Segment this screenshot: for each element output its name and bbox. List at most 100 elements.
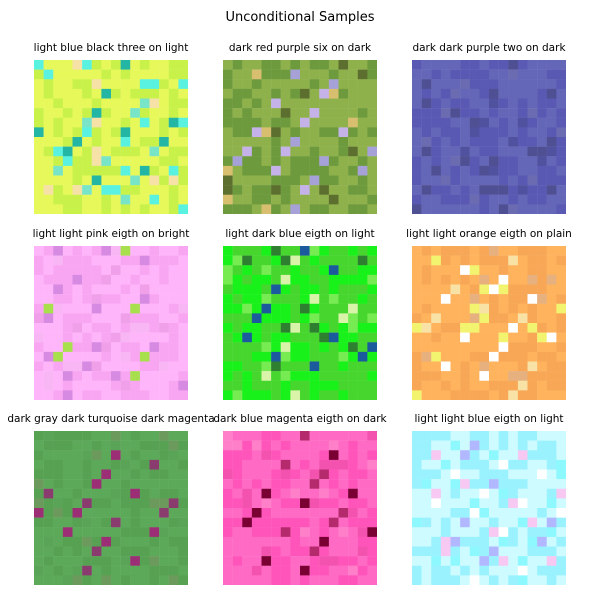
sample-pixel [101, 117, 112, 128]
sample-pixel [450, 284, 461, 295]
sample-pixel [338, 556, 349, 566]
sample-pixel [91, 517, 102, 528]
sample-pixel [357, 265, 368, 276]
sample-pixel [338, 60, 349, 70]
sample-pixel [178, 274, 188, 285]
sample-pixel [479, 60, 490, 70]
sample-pixel [367, 127, 377, 138]
sample-pixel [101, 69, 112, 80]
sample-pixel [82, 127, 92, 138]
sample-pixel [489, 517, 499, 528]
sample-pixel [508, 175, 519, 186]
sample-pixel [421, 274, 432, 285]
sample-pixel [508, 88, 519, 99]
sample-pixel [261, 313, 272, 324]
sample-pixel [242, 194, 253, 205]
sample-pixel [537, 479, 547, 489]
sample-pixel [271, 117, 281, 128]
sample-pixel [101, 127, 112, 138]
sample-pixel [251, 274, 262, 285]
sample-pixel [280, 565, 291, 576]
sample-pixel [242, 390, 253, 400]
sample-pixel [120, 323, 131, 333]
sample-pixel [328, 371, 339, 381]
sample-pixel [338, 498, 349, 509]
sample-pixel [62, 361, 73, 372]
sample-pixel [412, 79, 422, 90]
sample-pixel [319, 204, 330, 214]
sample-pixel [440, 303, 451, 314]
sample-pixel [556, 323, 566, 333]
sample-pixel [556, 246, 566, 256]
sample-pixel [431, 156, 442, 167]
sample-pixel [120, 60, 131, 70]
sample-pixel [556, 479, 566, 489]
sample-pixel [271, 165, 281, 176]
sample-pixel [159, 194, 169, 205]
sample-pixel [178, 361, 188, 372]
sample-pixel [348, 204, 358, 214]
sample-pixel [421, 380, 432, 391]
sample-pixel [527, 488, 538, 499]
sample-pixel [111, 69, 121, 80]
sample-pixel [367, 469, 377, 480]
sample-pixel [72, 556, 83, 566]
sample-pixel [43, 303, 54, 314]
sample-pixel [412, 565, 422, 576]
sample-pixel [223, 137, 233, 147]
sample-pixel [431, 60, 442, 70]
sample-pixel [223, 390, 233, 400]
sample-pixel [508, 361, 519, 372]
sample-pixel [130, 380, 141, 391]
sample-pixel [412, 440, 422, 451]
sample-pixel [271, 274, 281, 285]
sample-pixel [43, 60, 54, 70]
sample-pixel [517, 371, 528, 381]
sample-pixel [91, 165, 102, 176]
sample-pixel [149, 265, 160, 276]
sample-pixel [43, 459, 54, 470]
sample-pixel [367, 88, 377, 99]
sample-pixel [120, 479, 131, 489]
sample-pixel [537, 361, 547, 372]
sample-pixel [440, 108, 451, 118]
sample-pixel [517, 498, 528, 509]
sample-pixel [261, 79, 272, 90]
sample-pixel [53, 371, 64, 381]
sample-pixel [149, 342, 160, 353]
sample-pixel [527, 536, 538, 547]
sample-pixel [232, 332, 243, 343]
sample-pixel [34, 536, 44, 547]
sample-pixel [290, 508, 301, 518]
sample-pixel [300, 246, 310, 256]
sample-pixel [309, 431, 320, 441]
sample-pixel [168, 265, 179, 276]
sample-pixel [300, 527, 310, 538]
sample-pixel [421, 313, 432, 324]
sample-pixel [338, 361, 349, 372]
sample-pixel [431, 185, 442, 195]
sample-pixel [328, 527, 339, 538]
sample-pixel [431, 440, 442, 451]
sample-pixel [111, 88, 121, 99]
sample-pixel [498, 440, 509, 451]
sample-pixel [300, 342, 310, 353]
sample-pixel [431, 342, 442, 353]
sample-pixel [242, 361, 253, 372]
sample-pixel [290, 175, 301, 186]
sample-pixel [149, 255, 160, 266]
sample-pixel [43, 508, 54, 518]
sample-pixel [546, 342, 557, 353]
sample-pixel [62, 440, 73, 451]
sample-pixel [508, 488, 519, 499]
sample-pixel [111, 313, 121, 324]
sample-pixel [290, 517, 301, 528]
sample-pixel [319, 165, 330, 176]
sample-pixel [348, 185, 358, 195]
sample-pixel [53, 88, 64, 99]
sample-pixel [280, 117, 291, 128]
sample-pixel [431, 527, 442, 538]
sample-pixel [271, 60, 281, 70]
sample-pixel [450, 156, 461, 167]
sample-pixel [53, 255, 64, 266]
